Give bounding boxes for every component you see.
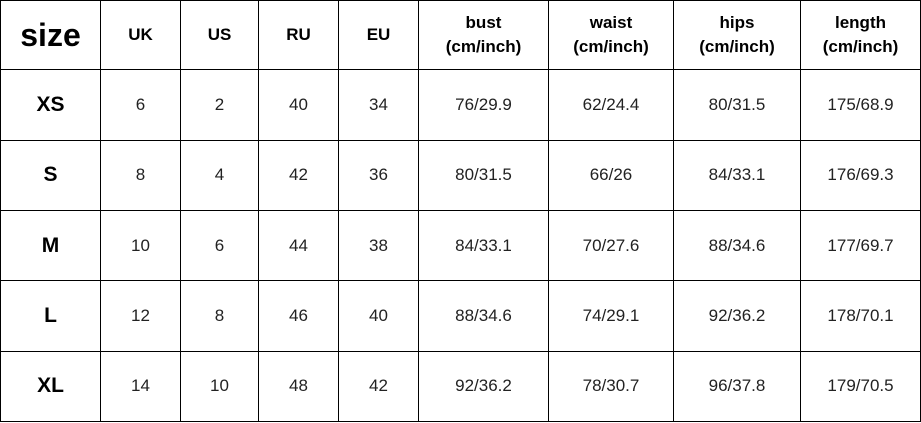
size-value: 38 — [338, 209, 419, 282]
size-value: 70/27.6 — [548, 209, 674, 282]
header-cell: hips (cm/inch) — [673, 0, 801, 71]
header-text: EU — [366, 25, 391, 45]
size-value: 176/69.3 — [800, 139, 921, 211]
header-text: RU — [286, 25, 311, 45]
size-row: S 8 4 42 36 80/31.5 66/26 84/33.1 176/69.3 — [0, 139, 921, 211]
size-value: 40 — [258, 69, 339, 141]
header-text: hips — [719, 13, 755, 33]
size-value: 12 — [100, 280, 181, 352]
header-text: (cm/inch) — [573, 37, 649, 57]
size-value: 8 — [100, 139, 181, 211]
size-value: 44 — [258, 209, 339, 282]
size-value: 8 — [180, 280, 259, 352]
size-value: 80/31.5 — [673, 69, 801, 141]
header-cell: waist (cm/inch) — [548, 0, 674, 71]
size-value: 78/30.7 — [548, 350, 674, 423]
header-text: (cm/inch) — [822, 37, 899, 57]
size-row: M 10 6 44 38 84/33.1 70/27.6 88/34.6 177/69.7 — [0, 209, 921, 282]
size-value: 42 — [338, 350, 419, 423]
size-value: 96/37.8 — [673, 350, 801, 423]
size-value: 40 — [338, 280, 419, 352]
size-value: 175/68.9 — [800, 69, 921, 141]
size-row: XL 14 10 48 42 92/36.2 78/30.7 96/37.8 179/70.5 — [0, 350, 921, 423]
header-row: size UK US RU EU bust (cm/inch) waist (cm/inch) h… — [0, 0, 921, 71]
header-cell: RU — [258, 0, 339, 71]
size-value: 76/29.9 — [418, 69, 549, 141]
header-text: (cm/inch) — [699, 37, 775, 57]
size-value: 6 — [100, 69, 181, 141]
size-value: 74/29.1 — [548, 280, 674, 352]
size-value: 42 — [258, 139, 339, 211]
size-label: XS — [0, 69, 101, 141]
header-cell: bust (cm/inch) — [418, 0, 549, 71]
header-cell: length (cm/inch) — [800, 0, 921, 71]
header-text: length — [835, 13, 886, 33]
size-value: 36 — [338, 139, 419, 211]
size-label: S — [0, 139, 101, 211]
size-value: 178/70.1 — [800, 280, 921, 352]
size-value: 84/33.1 — [673, 139, 801, 211]
size-value: 84/33.1 — [418, 209, 549, 282]
size-value: 179/70.5 — [800, 350, 921, 423]
header-text: size — [20, 17, 81, 54]
size-value: 6 — [180, 209, 259, 282]
header-text: (cm/inch) — [445, 37, 522, 57]
size-value: 88/34.6 — [673, 209, 801, 282]
size-value: 10 — [100, 209, 181, 282]
size-value: 34 — [338, 69, 419, 141]
header-cell: size — [0, 0, 101, 71]
size-label: XL — [0, 350, 101, 423]
header-cell: UK — [100, 0, 181, 71]
size-value: 66/26 — [548, 139, 674, 211]
header-cell: US — [180, 0, 259, 71]
size-label: M — [0, 209, 101, 282]
size-value: 10 — [180, 350, 259, 423]
size-label: L — [0, 280, 101, 352]
size-value: 88/34.6 — [418, 280, 549, 352]
size-value: 80/31.5 — [418, 139, 549, 211]
header-text: bust — [465, 13, 502, 33]
header-text: US — [207, 25, 232, 45]
size-value: 2 — [180, 69, 259, 141]
size-value: 48 — [258, 350, 339, 423]
size-value: 4 — [180, 139, 259, 211]
header-cell: EU — [338, 0, 419, 71]
size-value: 92/36.2 — [418, 350, 549, 423]
size-row: XS 6 2 40 34 76/29.9 62/24.4 80/31.5 175/68.9 — [0, 69, 921, 141]
size-value: 92/36.2 — [673, 280, 801, 352]
size-row: L 12 8 46 40 88/34.6 74/29.1 92/36.2 178/70.1 — [0, 280, 921, 352]
header-text: waist — [589, 13, 633, 33]
size-value: 62/24.4 — [548, 69, 674, 141]
size-value: 46 — [258, 280, 339, 352]
size-value: 177/69.7 — [800, 209, 921, 282]
header-text: UK — [128, 25, 153, 45]
size-value: 14 — [100, 350, 181, 423]
